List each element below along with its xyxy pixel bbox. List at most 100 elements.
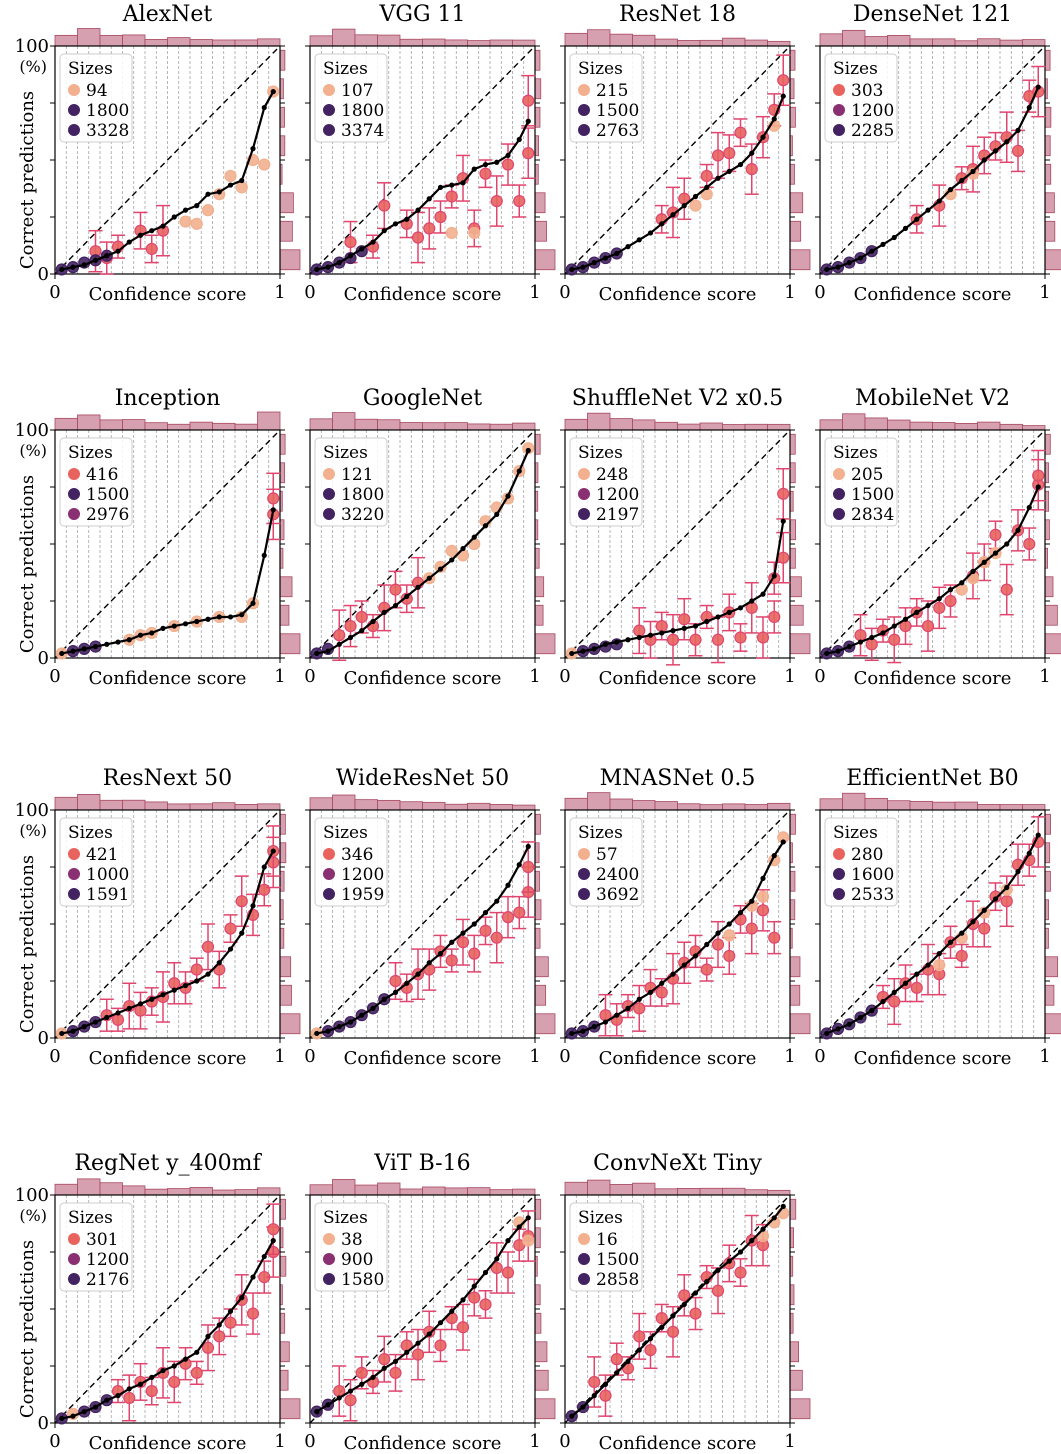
data-point — [201, 940, 215, 953]
right-hist-bar — [789, 1341, 800, 1363]
x-tick-label: 1 — [784, 1431, 795, 1452]
top-hist-bar — [167, 423, 191, 431]
curve-point — [482, 1269, 489, 1276]
data-point — [768, 610, 781, 624]
legend-marker — [68, 124, 80, 136]
x-tick-label: 1 — [529, 1046, 540, 1067]
curve-point — [239, 177, 245, 184]
top-hist-bar — [399, 1188, 423, 1196]
data-point — [933, 601, 946, 614]
curve-point — [715, 614, 721, 620]
legend-label: 2197 — [596, 505, 639, 525]
curve-point — [160, 992, 166, 998]
data-point — [777, 551, 790, 564]
top-hist-bar — [122, 1185, 146, 1196]
curve-point — [602, 1381, 609, 1387]
curve-point — [104, 253, 110, 259]
panel: ShuffleNet V2 x0.5 0 1 Confidence score Size… — [559, 386, 811, 689]
top-hist-bar — [632, 1182, 656, 1196]
curve-point — [681, 1301, 687, 1308]
panel-title: MNASNet 0.5 — [600, 766, 756, 791]
curve-point — [981, 907, 987, 913]
curve-point — [749, 598, 755, 604]
curve-point — [325, 1028, 331, 1034]
top-hist-bar — [422, 422, 446, 431]
legend-label: 107 — [341, 81, 373, 101]
top-hist-bar — [909, 800, 933, 811]
legend-marker — [578, 868, 590, 880]
data-point — [490, 1261, 503, 1275]
data-point — [777, 1207, 790, 1220]
legend-marker — [323, 508, 335, 520]
top-hist-bar — [467, 40, 491, 47]
data-point — [411, 1348, 425, 1361]
top-hist-bar — [99, 35, 123, 47]
curve-point — [516, 1224, 522, 1230]
diagonal-line — [54, 1194, 281, 1424]
top-hist-bar — [977, 804, 1001, 811]
top-hist-bar — [99, 799, 123, 811]
right-hist-bar — [534, 433, 541, 455]
top-hist-bar — [1022, 39, 1046, 47]
right-hist-bar — [279, 49, 286, 71]
curve-point — [104, 1014, 110, 1021]
curve-point — [227, 182, 234, 188]
top-hist-bar — [609, 1184, 633, 1196]
curve-point — [970, 568, 976, 574]
legend-box — [59, 437, 133, 527]
curve-point — [936, 198, 942, 204]
curve-point — [392, 602, 399, 609]
curve-point — [104, 641, 110, 647]
right-hist-bar — [534, 633, 556, 655]
y-tick-label: 100 — [15, 800, 49, 821]
curve-point — [205, 971, 211, 977]
x-tick-label: 0 — [49, 1431, 60, 1452]
legend-box — [569, 1202, 643, 1292]
legend-title: Sizes — [68, 59, 113, 79]
legend-label: 205 — [851, 465, 883, 485]
diagonal-line — [54, 809, 281, 1039]
curve-point — [314, 1409, 320, 1415]
top-hist-bar — [564, 1181, 588, 1196]
right-hist-bar — [279, 1198, 287, 1220]
curve-point — [902, 616, 909, 622]
diagonal-line — [309, 45, 536, 275]
top-hist-bar — [144, 39, 168, 47]
curve-point — [336, 1395, 342, 1401]
legend-label: 1580 — [341, 1270, 384, 1290]
top-hist-bar — [864, 36, 888, 47]
curve-point — [81, 262, 87, 268]
legend-title: Sizes — [68, 823, 113, 843]
data-point — [224, 1316, 237, 1329]
curve-point — [780, 518, 786, 524]
legend-label: 3328 — [86, 121, 129, 141]
x-axis-label: Confidence score — [599, 1048, 757, 1069]
right-hist-bar — [1044, 633, 1061, 655]
curve-point — [194, 618, 200, 625]
right-hist-bar — [279, 633, 301, 655]
y-axis-label: Correct predictions — [17, 91, 38, 269]
diagonal-line — [309, 809, 536, 1039]
curve-point — [726, 1258, 732, 1264]
right-hist-bar — [534, 1398, 556, 1420]
top-hist-bar — [587, 412, 611, 431]
data-point — [468, 226, 481, 240]
curve-point — [359, 246, 365, 252]
legend-label: 1500 — [86, 485, 129, 505]
curve-point — [92, 1019, 99, 1025]
curve-point — [325, 1402, 331, 1408]
legend-marker — [833, 468, 845, 480]
right-hist-bar — [279, 249, 301, 271]
curve-point — [482, 161, 489, 168]
curve-point — [737, 910, 744, 916]
data-point — [479, 924, 492, 937]
curve-point — [992, 550, 999, 556]
curve-point — [126, 239, 132, 245]
curve-point — [261, 104, 267, 111]
curve-point — [336, 260, 342, 266]
curve-point — [880, 630, 886, 636]
top-hist-bar — [677, 803, 701, 811]
top-hist-bar — [977, 421, 1001, 431]
x-axis-label: Confidence score — [599, 284, 757, 305]
